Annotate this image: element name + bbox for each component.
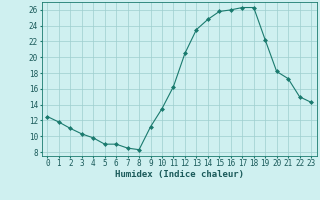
X-axis label: Humidex (Indice chaleur): Humidex (Indice chaleur)	[115, 170, 244, 179]
